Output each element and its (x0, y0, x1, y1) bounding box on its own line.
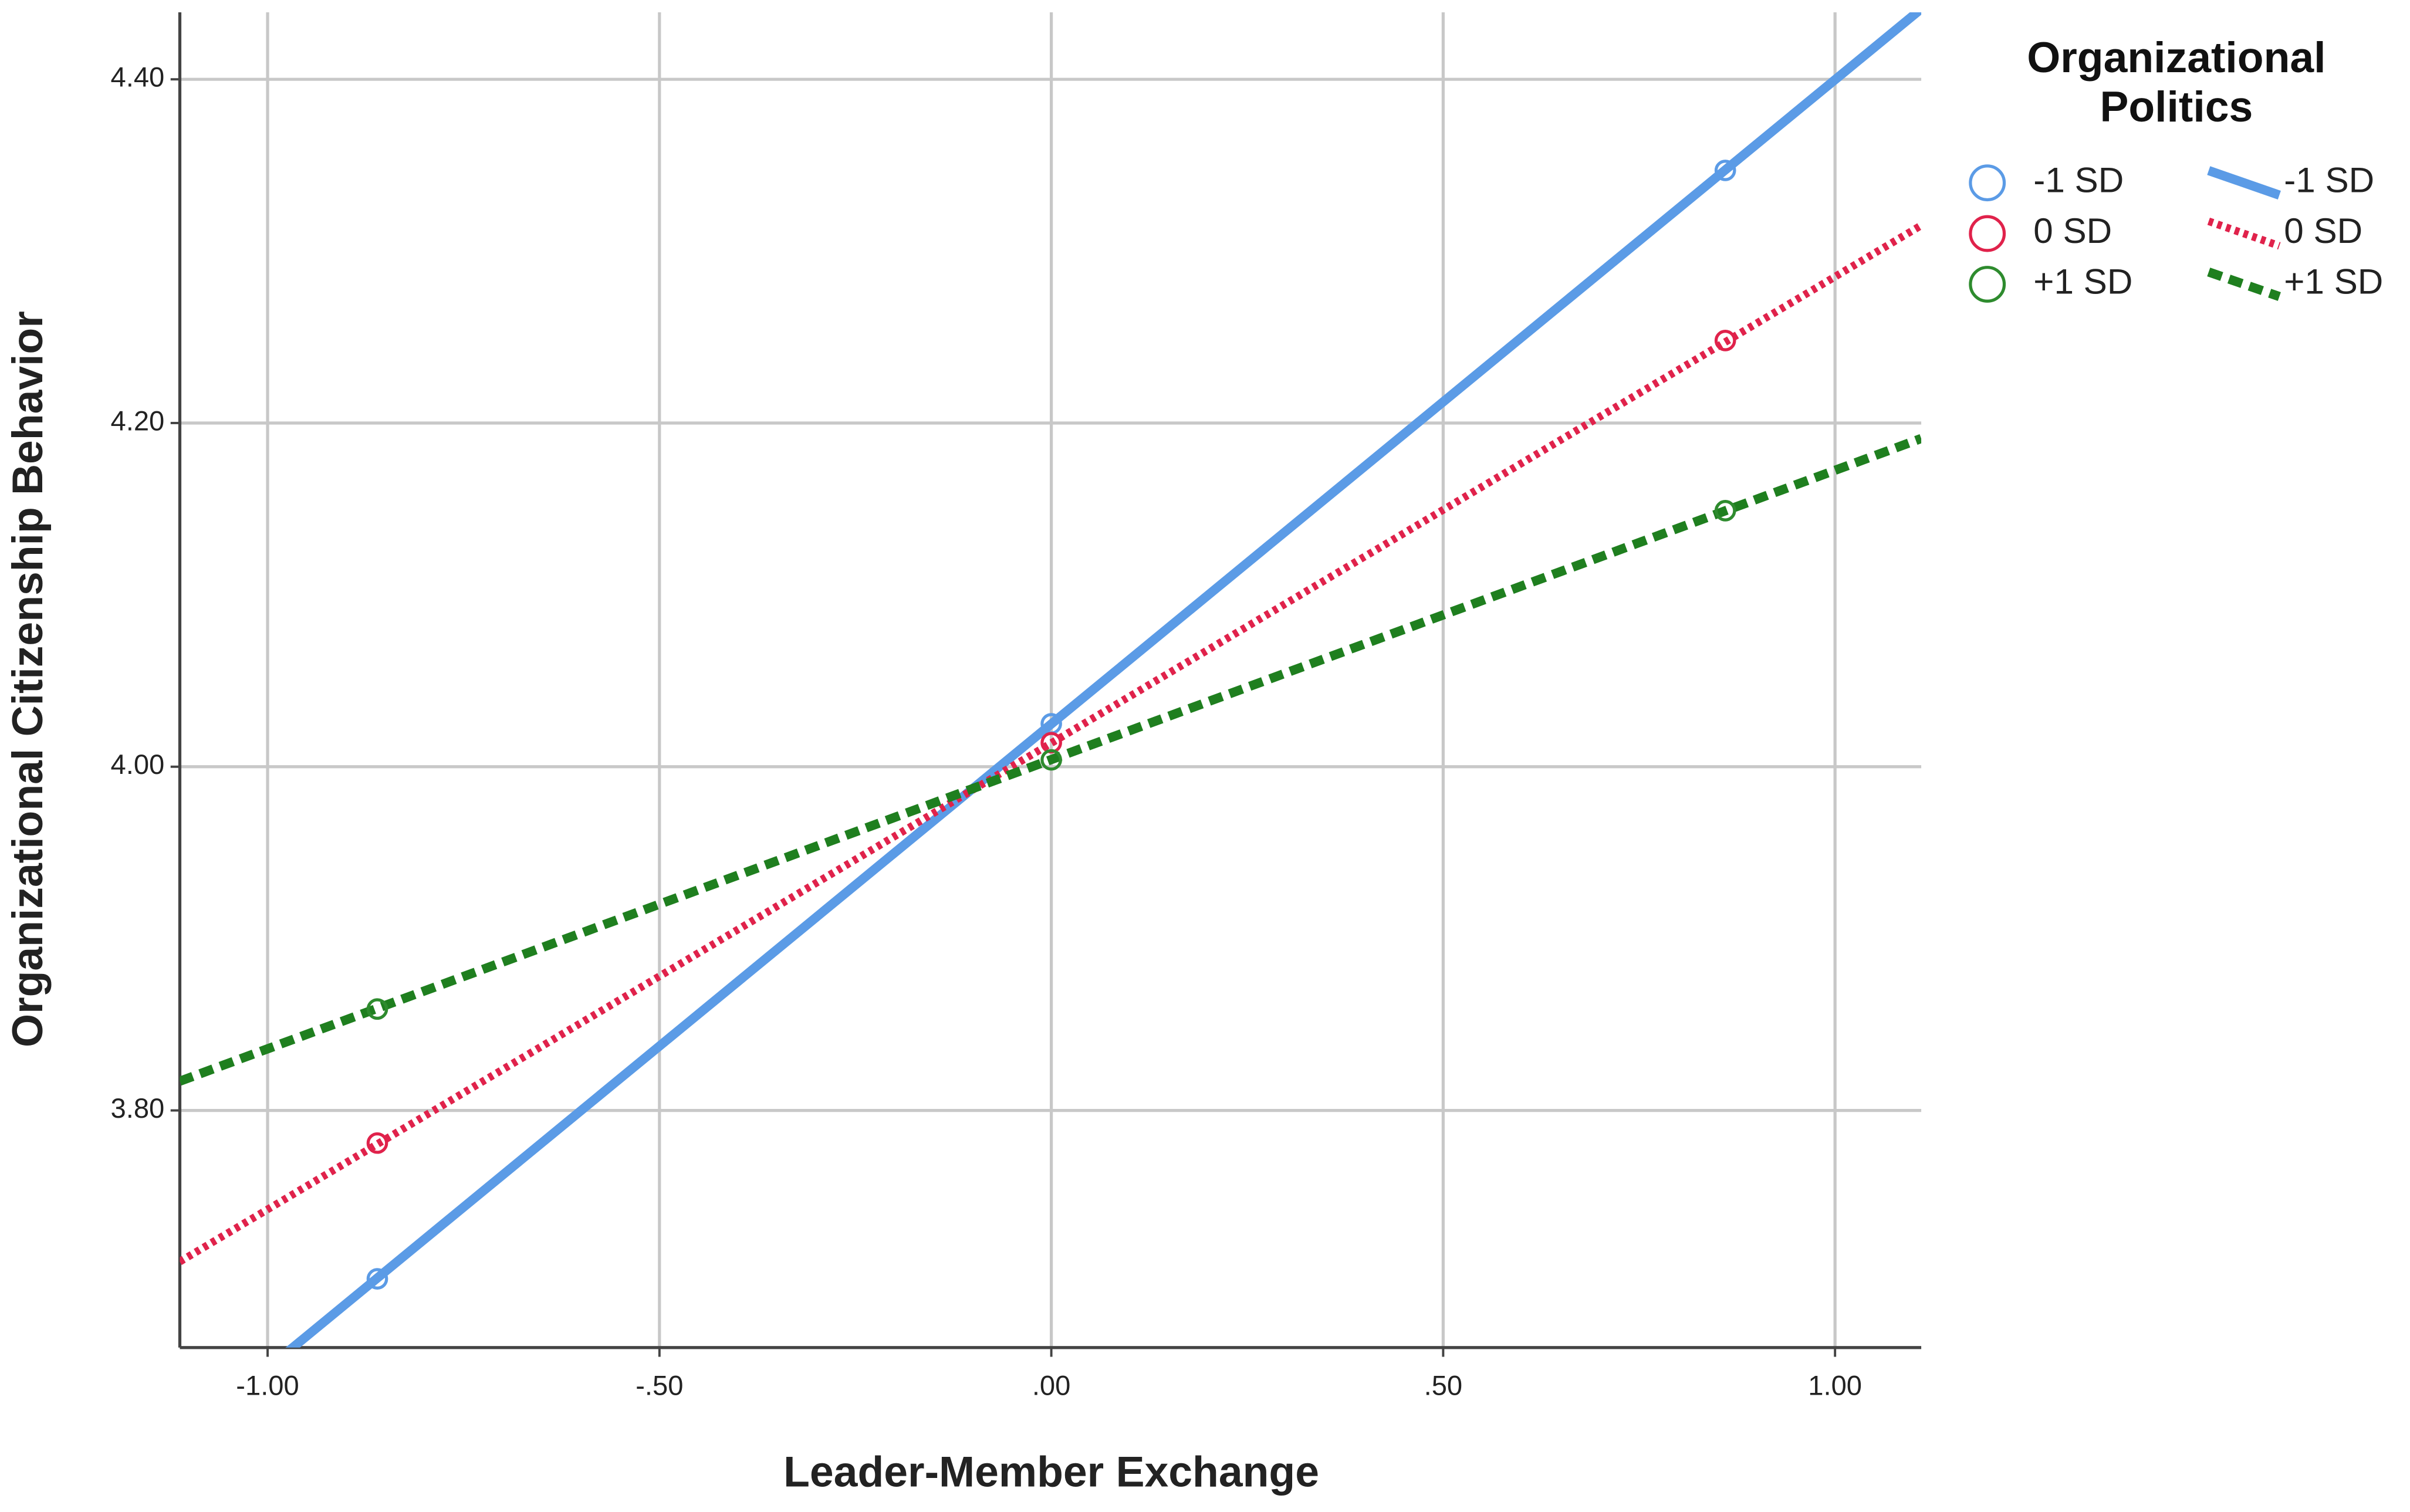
legend-marker (1969, 215, 2006, 252)
legend-label: +1 SD (2033, 261, 2132, 301)
y-axis-label: Organizational Citizenship Behavior (4, 311, 52, 1047)
legend-marker (1969, 266, 2006, 303)
plot-area (180, 12, 1922, 1348)
legend-line (2207, 217, 2281, 250)
x-tick-label: -1.00 (236, 1369, 299, 1401)
legend-line (2207, 166, 2281, 200)
x-tick-label: -.50 (636, 1369, 683, 1401)
legend-label: -1 SD (2284, 160, 2374, 200)
fit-line (180, 222, 1922, 1265)
legend-label: -1 SD (2033, 160, 2124, 200)
point (1040, 749, 1062, 771)
point (1714, 500, 1736, 522)
legend-title: Organizational Politics (2027, 33, 2326, 131)
x-tick-label: .50 (1424, 1369, 1463, 1401)
point (1714, 330, 1736, 351)
legend-marker (1969, 164, 2006, 202)
y-tick-label: 3.80 (111, 1092, 165, 1124)
y-tick-label: 4.40 (111, 62, 165, 93)
point (366, 1132, 388, 1154)
legend-label: +1 SD (2284, 261, 2383, 301)
point (366, 1268, 388, 1290)
legend-label: 0 SD (2033, 211, 2112, 251)
x-tick-label: 1.00 (1808, 1369, 1862, 1401)
point (1714, 160, 1736, 181)
fit-line (180, 434, 1922, 1086)
fit-line (285, 12, 1922, 1348)
legend-title-box: Organizational Politics (2027, 33, 2326, 131)
y-tick-label: 4.20 (111, 405, 165, 436)
legend-line (2207, 268, 2281, 301)
legend-label: 0 SD (2284, 211, 2362, 251)
y-tick-label: 4.00 (111, 749, 165, 780)
point (366, 998, 388, 1020)
x-axis-label: Leader-Member Exchange (783, 1448, 1319, 1496)
x-tick-label: .00 (1032, 1369, 1071, 1401)
